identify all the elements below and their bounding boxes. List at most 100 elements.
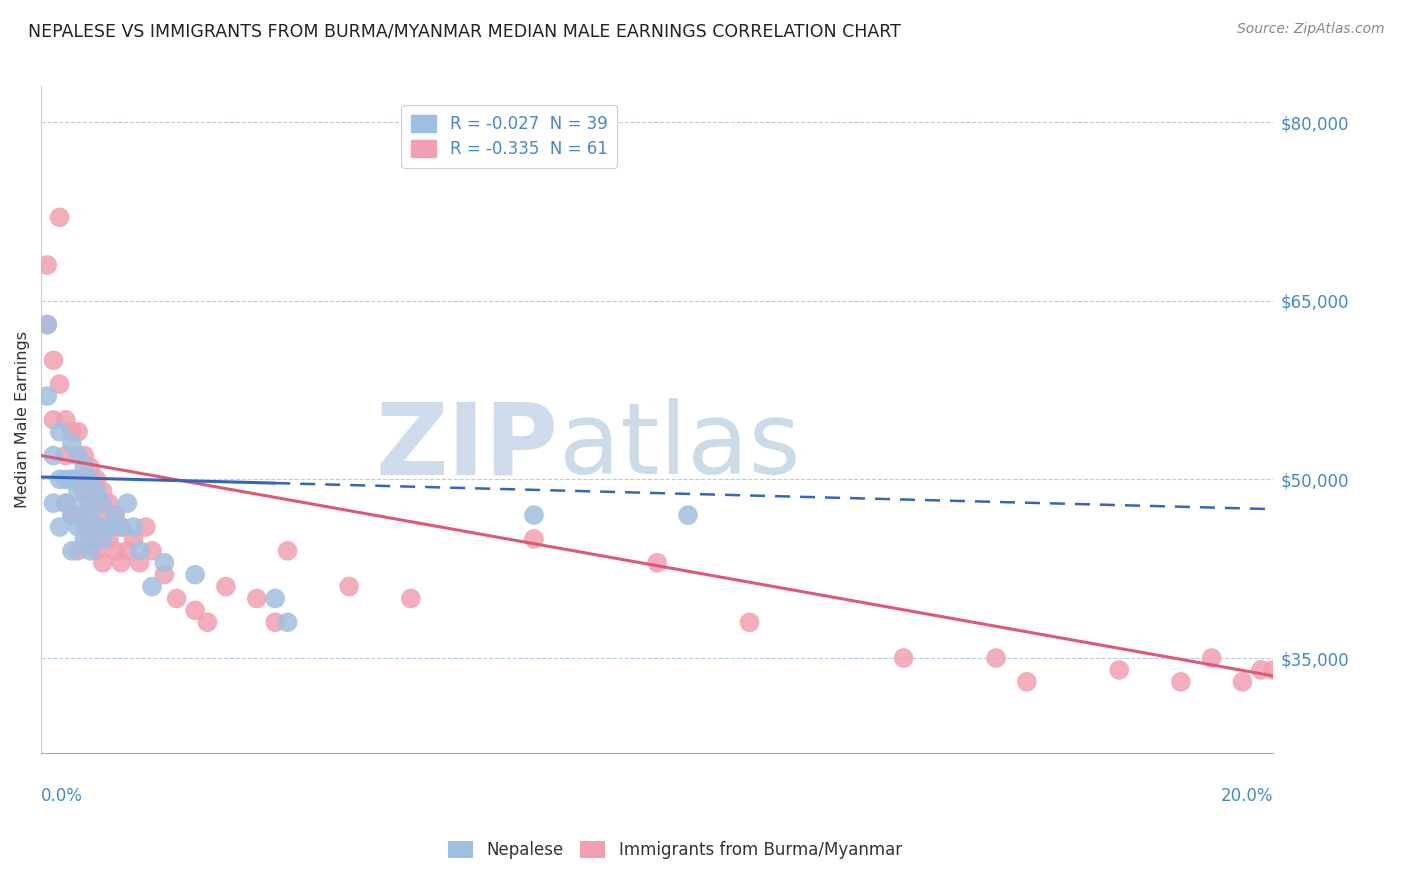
Point [645, 556, 668, 570]
Point [91, 556, 114, 570]
Text: ZIP: ZIP [375, 398, 558, 495]
Point [197, 615, 219, 630]
Point [91, 496, 114, 510]
Point [86, 544, 108, 558]
Point [1201, 651, 1223, 665]
Point [104, 508, 127, 522]
Point [91, 520, 114, 534]
Point [37, 318, 59, 332]
Point [277, 544, 299, 558]
Point [67, 472, 90, 486]
Point [104, 508, 127, 522]
Point [97, 532, 120, 546]
Point [738, 615, 761, 630]
Point [1170, 674, 1192, 689]
Point [117, 544, 139, 558]
Point [60, 472, 83, 486]
Point [73, 532, 96, 546]
Point [67, 508, 90, 522]
Point [42, 353, 65, 368]
Text: atlas: atlas [558, 398, 800, 495]
Point [37, 318, 59, 332]
Point [523, 508, 546, 522]
Point [97, 496, 120, 510]
Point [246, 591, 269, 606]
Point [97, 520, 120, 534]
Legend: R = -0.027  N = 39, R = -0.335  N = 61: R = -0.027 N = 39, R = -0.335 N = 61 [401, 104, 617, 168]
Point [104, 544, 127, 558]
Point [48, 377, 70, 392]
Point [67, 484, 90, 499]
Point [79, 472, 101, 486]
Point [73, 520, 96, 534]
Text: Source: ZipAtlas.com: Source: ZipAtlas.com [1237, 22, 1385, 37]
Point [55, 449, 77, 463]
Point [55, 496, 77, 510]
Point [48, 472, 70, 486]
Point [73, 460, 96, 475]
Point [110, 520, 132, 534]
Point [42, 413, 65, 427]
Point [166, 591, 188, 606]
Point [277, 615, 299, 630]
Point [91, 532, 114, 546]
Point [122, 532, 145, 546]
Point [264, 591, 287, 606]
Point [86, 472, 108, 486]
Point [117, 496, 139, 510]
Point [893, 651, 915, 665]
Point [60, 425, 83, 439]
Point [153, 556, 176, 570]
Point [1108, 663, 1130, 677]
Point [110, 556, 132, 570]
Point [86, 508, 108, 522]
Point [128, 544, 150, 558]
Point [73, 449, 96, 463]
Text: NEPALESE VS IMMIGRANTS FROM BURMA/MYANMAR MEDIAN MALE EARNINGS CORRELATION CHART: NEPALESE VS IMMIGRANTS FROM BURMA/MYANMA… [28, 22, 901, 40]
Point [1250, 663, 1272, 677]
Point [60, 472, 83, 486]
Point [60, 436, 83, 450]
Point [73, 484, 96, 499]
Point [86, 520, 108, 534]
Point [122, 520, 145, 534]
Point [1263, 663, 1285, 677]
Point [399, 591, 422, 606]
Point [86, 484, 108, 499]
Text: 20.0%: 20.0% [1220, 787, 1274, 805]
Point [67, 425, 90, 439]
Point [128, 556, 150, 570]
Point [984, 651, 1007, 665]
Y-axis label: Median Male Earnings: Median Male Earnings [15, 331, 30, 508]
Point [1232, 674, 1254, 689]
Legend: Nepalese, Immigrants from Burma/Myanmar: Nepalese, Immigrants from Burma/Myanmar [441, 834, 908, 866]
Point [37, 258, 59, 272]
Point [135, 520, 157, 534]
Point [48, 425, 70, 439]
Point [73, 496, 96, 510]
Point [153, 567, 176, 582]
Point [48, 211, 70, 225]
Point [141, 544, 163, 558]
Point [1015, 674, 1038, 689]
Point [79, 508, 101, 522]
Point [215, 580, 238, 594]
Point [264, 615, 287, 630]
Point [55, 472, 77, 486]
Point [67, 544, 90, 558]
Point [60, 544, 83, 558]
Text: 0.0%: 0.0% [41, 787, 83, 805]
Point [91, 484, 114, 499]
Point [523, 532, 546, 546]
Point [67, 520, 90, 534]
Point [42, 496, 65, 510]
Point [79, 460, 101, 475]
Point [79, 544, 101, 558]
Point [48, 520, 70, 534]
Point [60, 508, 83, 522]
Point [110, 520, 132, 534]
Point [141, 580, 163, 594]
Point [79, 532, 101, 546]
Point [55, 413, 77, 427]
Point [676, 508, 699, 522]
